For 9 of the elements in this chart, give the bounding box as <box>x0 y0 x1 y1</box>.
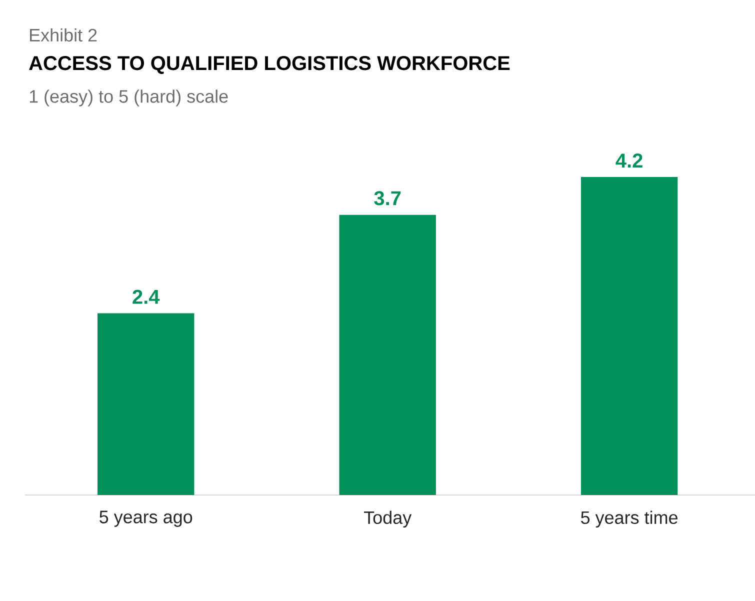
chart-subtitle: 1 (easy) to 5 (hard) scale <box>30 90 228 106</box>
x-tick-label: Today <box>364 510 412 528</box>
chart-title: ACCESS TO QUALIFIED LOGISTICS WORKFORCE <box>29 56 510 74</box>
data-label: 3.7 <box>374 191 401 206</box>
data-label: 2.4 <box>132 290 160 304</box>
text: Exhibit 2 <box>30 28 97 42</box>
x-tick-label: 5 years ago <box>100 510 192 527</box>
x-tick-label: 5 years time <box>581 510 678 528</box>
data-label: 4.2 <box>616 153 642 168</box>
